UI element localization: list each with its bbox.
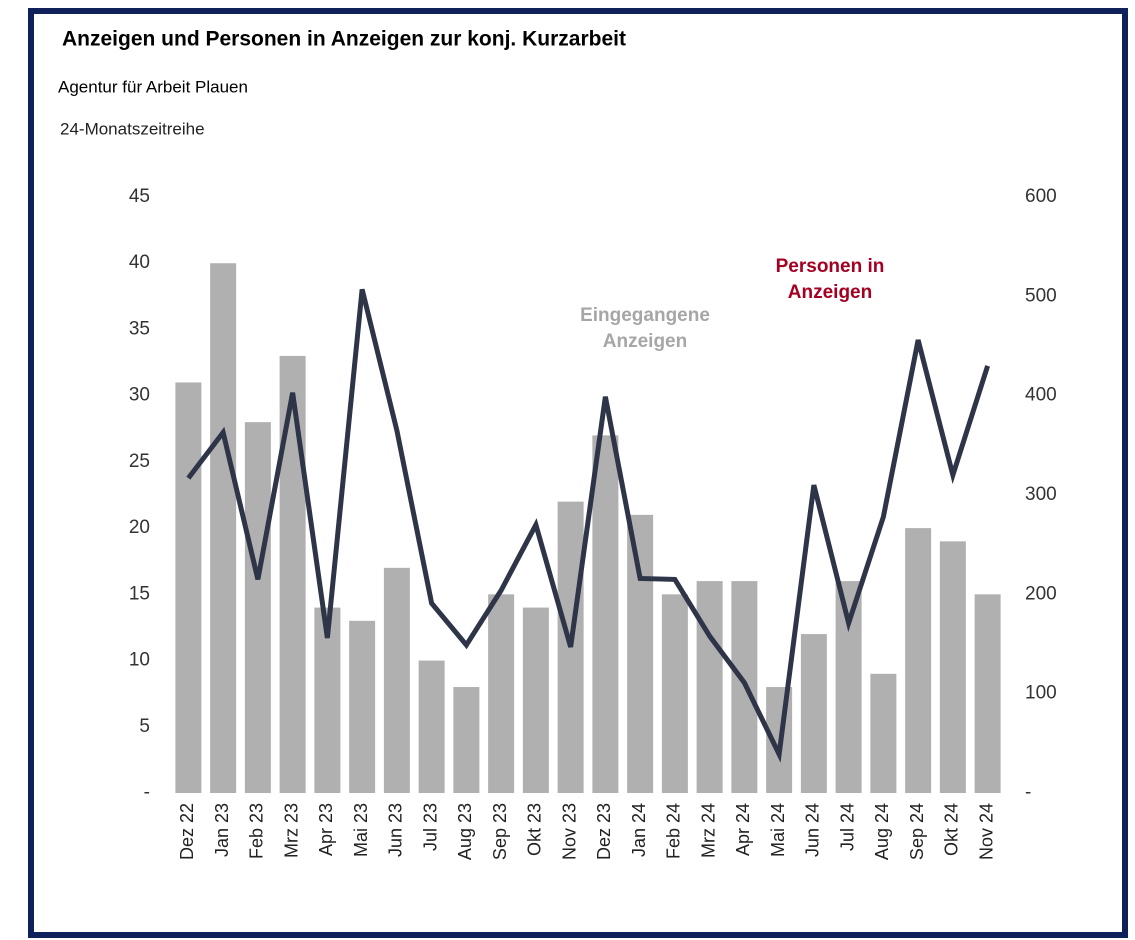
x-tick-label: Mrz 24 [698,803,718,858]
note: 24-Monatszeitreihe [60,119,205,138]
bar [627,514,654,793]
bar [661,594,688,793]
bar [244,422,271,793]
x-tick-label: Mai 23 [351,803,371,857]
y-tick-label: 45 [129,186,150,207]
bar [210,263,237,793]
bar [453,687,480,793]
line [186,288,991,763]
subtitle: Agentur für Arbeit Plauen [58,77,248,96]
y-tick-label: 10 [129,650,150,671]
bar [870,673,897,793]
x-tick-label: Sep 24 [907,803,927,860]
y2-tick-label: 400 [1025,385,1057,406]
y-tick-label: - [144,782,150,803]
x-tick-label: Sep 23 [490,803,510,860]
y2-tick-label: 500 [1025,285,1057,306]
y-tick-label: 20 [129,517,150,538]
x-tick-label: Jan 24 [629,803,649,857]
x-tick-label: Jul 24 [837,803,857,851]
series-label: Eingegangene Anzeigen [580,305,710,352]
series-label: Personen in Anzeigen [775,256,885,303]
y-tick-label: 30 [129,385,150,406]
x-tick-label: Apr 23 [316,803,336,856]
bar [349,620,376,793]
x-tick-label: Aug 24 [872,803,892,860]
bar [488,594,515,793]
bar [418,660,445,793]
bar [939,541,966,793]
bar [279,355,306,793]
chart-title: Anzeigen und Personen in Anzeigen zur ko… [62,28,626,51]
y2-tick-label: 100 [1025,683,1057,704]
x-tick-label: Nov 23 [559,803,579,860]
x-tick-label: Mrz 23 [281,803,301,858]
x-tick-label: Feb 24 [664,803,684,859]
y-tick-label: 5 [139,716,150,737]
bar [696,581,723,793]
bar [592,435,619,793]
x-tick-label: Nov 24 [976,803,996,860]
y2-tick-label: 300 [1025,484,1057,505]
x-tick-label: Mai 24 [768,803,788,857]
x-tick-label: Okt 23 [525,803,545,856]
bar [383,567,410,793]
x-tick-label: Jul 23 [420,803,440,851]
bar [835,581,862,793]
y-tick-label: 35 [129,318,150,339]
x-tick-label: Jun 24 [803,803,823,857]
bar [175,382,202,793]
y2-tick-label: - [1025,782,1031,803]
bar [974,594,1001,793]
bar [522,607,549,793]
y-tick-label: 40 [129,252,150,273]
bar [800,634,827,793]
bar [905,528,932,793]
x-tick-label: Jun 23 [386,803,406,857]
y2-tick-label: 600 [1025,186,1057,207]
x-tick-label: Jan 23 [212,803,232,857]
x-tick-label: Aug 23 [455,803,475,860]
x-tick-label: Okt 24 [942,803,962,856]
y-tick-label: 25 [129,451,150,472]
y-tick-label: 15 [129,583,150,604]
x-tick-label: Apr 24 [733,803,753,856]
x-tick-label: Dez 23 [594,803,614,860]
y2-tick-label: 200 [1025,583,1057,604]
bar [314,607,341,793]
x-tick-label: Dez 22 [177,803,197,860]
x-tick-label: Feb 23 [247,803,267,859]
